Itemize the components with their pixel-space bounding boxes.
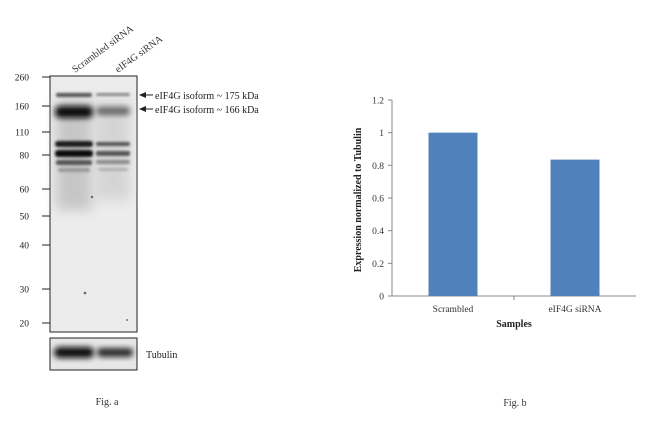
western-blot-figure: Scrambled siRNA eIF4G siRNA [15,23,260,408]
ladder-label-30: 30 [20,286,30,296]
y-ticks: 0 0.2 0.4 0.6 0.8 1 1.2 [372,97,392,303]
x-category-label: eIF4G siRNA [548,305,601,315]
y-tick-label: 0.4 [372,227,384,237]
ladder-label-20: 20 [20,320,30,330]
x-categories: Scrambled eIF4G siRNA [433,296,602,315]
x-axis-label: Samples [496,319,532,330]
bars [428,132,600,296]
y-tick-label: 1.2 [372,97,384,107]
bar-0 [428,132,478,296]
arrow-166-icon [139,106,146,112]
tubulin-label: Tubulin [146,350,177,361]
y-tick-label: 0.6 [372,195,384,205]
ladder-label-50: 50 [20,213,30,223]
y-tick-label: 0.8 [372,162,384,172]
mw-ladder: 260 160 110 80 60 50 40 30 20 [15,74,50,330]
ladder-label-160: 160 [15,103,30,113]
y-tick-label: 0 [379,293,384,303]
blot-bands [55,93,130,321]
ladder-label-40: 40 [20,242,30,252]
caption-fig-a: Fig. a [96,397,119,408]
band-annotations: eIF4G isoform ~ 175 kDa eIF4G isoform ~ … [139,91,259,116]
ladder-label-80: 80 [20,152,30,162]
y-tick-label: 0.2 [372,260,384,270]
y-tick-label: 1 [379,129,384,139]
y-axis-label: Expression normalized to Tubulin [353,127,364,272]
ladder-label-260: 260 [15,74,30,84]
arrow-175-icon [139,92,146,98]
bar-chart: 0 0.2 0.4 0.6 0.8 1 1.2 Scrambled eIF4G siRNA E… [353,97,636,409]
ladder-label-60: 60 [20,186,30,196]
caption-fig-b: Fig. b [503,398,526,409]
bar-1 [550,159,600,296]
x-category-label: Scrambled [433,305,474,315]
annotation-175: eIF4G isoform ~ 175 kDa [155,91,259,102]
annotation-166: eIF4G isoform ~ 166 kDa [155,105,259,116]
ladder-label-110: 110 [15,129,29,139]
